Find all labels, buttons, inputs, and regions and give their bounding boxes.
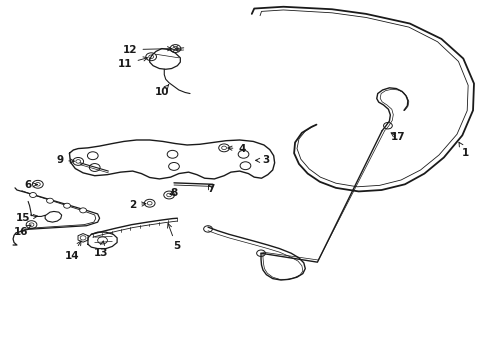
Text: 4: 4 bbox=[227, 144, 245, 154]
Text: 14: 14 bbox=[64, 241, 81, 261]
Text: 2: 2 bbox=[129, 200, 145, 210]
Text: 11: 11 bbox=[118, 57, 147, 69]
Text: 10: 10 bbox=[154, 85, 169, 98]
Text: 8: 8 bbox=[170, 188, 177, 198]
Text: 7: 7 bbox=[206, 184, 214, 194]
Circle shape bbox=[80, 208, 86, 213]
Text: 5: 5 bbox=[167, 224, 180, 251]
Text: 12: 12 bbox=[123, 45, 171, 55]
Circle shape bbox=[46, 198, 53, 203]
Text: 16: 16 bbox=[14, 225, 31, 237]
Text: 3: 3 bbox=[255, 156, 269, 165]
Text: 17: 17 bbox=[389, 132, 404, 142]
Text: 9: 9 bbox=[56, 156, 74, 165]
Text: 1: 1 bbox=[458, 142, 468, 158]
Text: 15: 15 bbox=[16, 212, 38, 222]
Circle shape bbox=[63, 203, 70, 208]
Circle shape bbox=[30, 193, 36, 198]
Text: 6: 6 bbox=[24, 180, 37, 190]
Text: 13: 13 bbox=[94, 241, 108, 258]
